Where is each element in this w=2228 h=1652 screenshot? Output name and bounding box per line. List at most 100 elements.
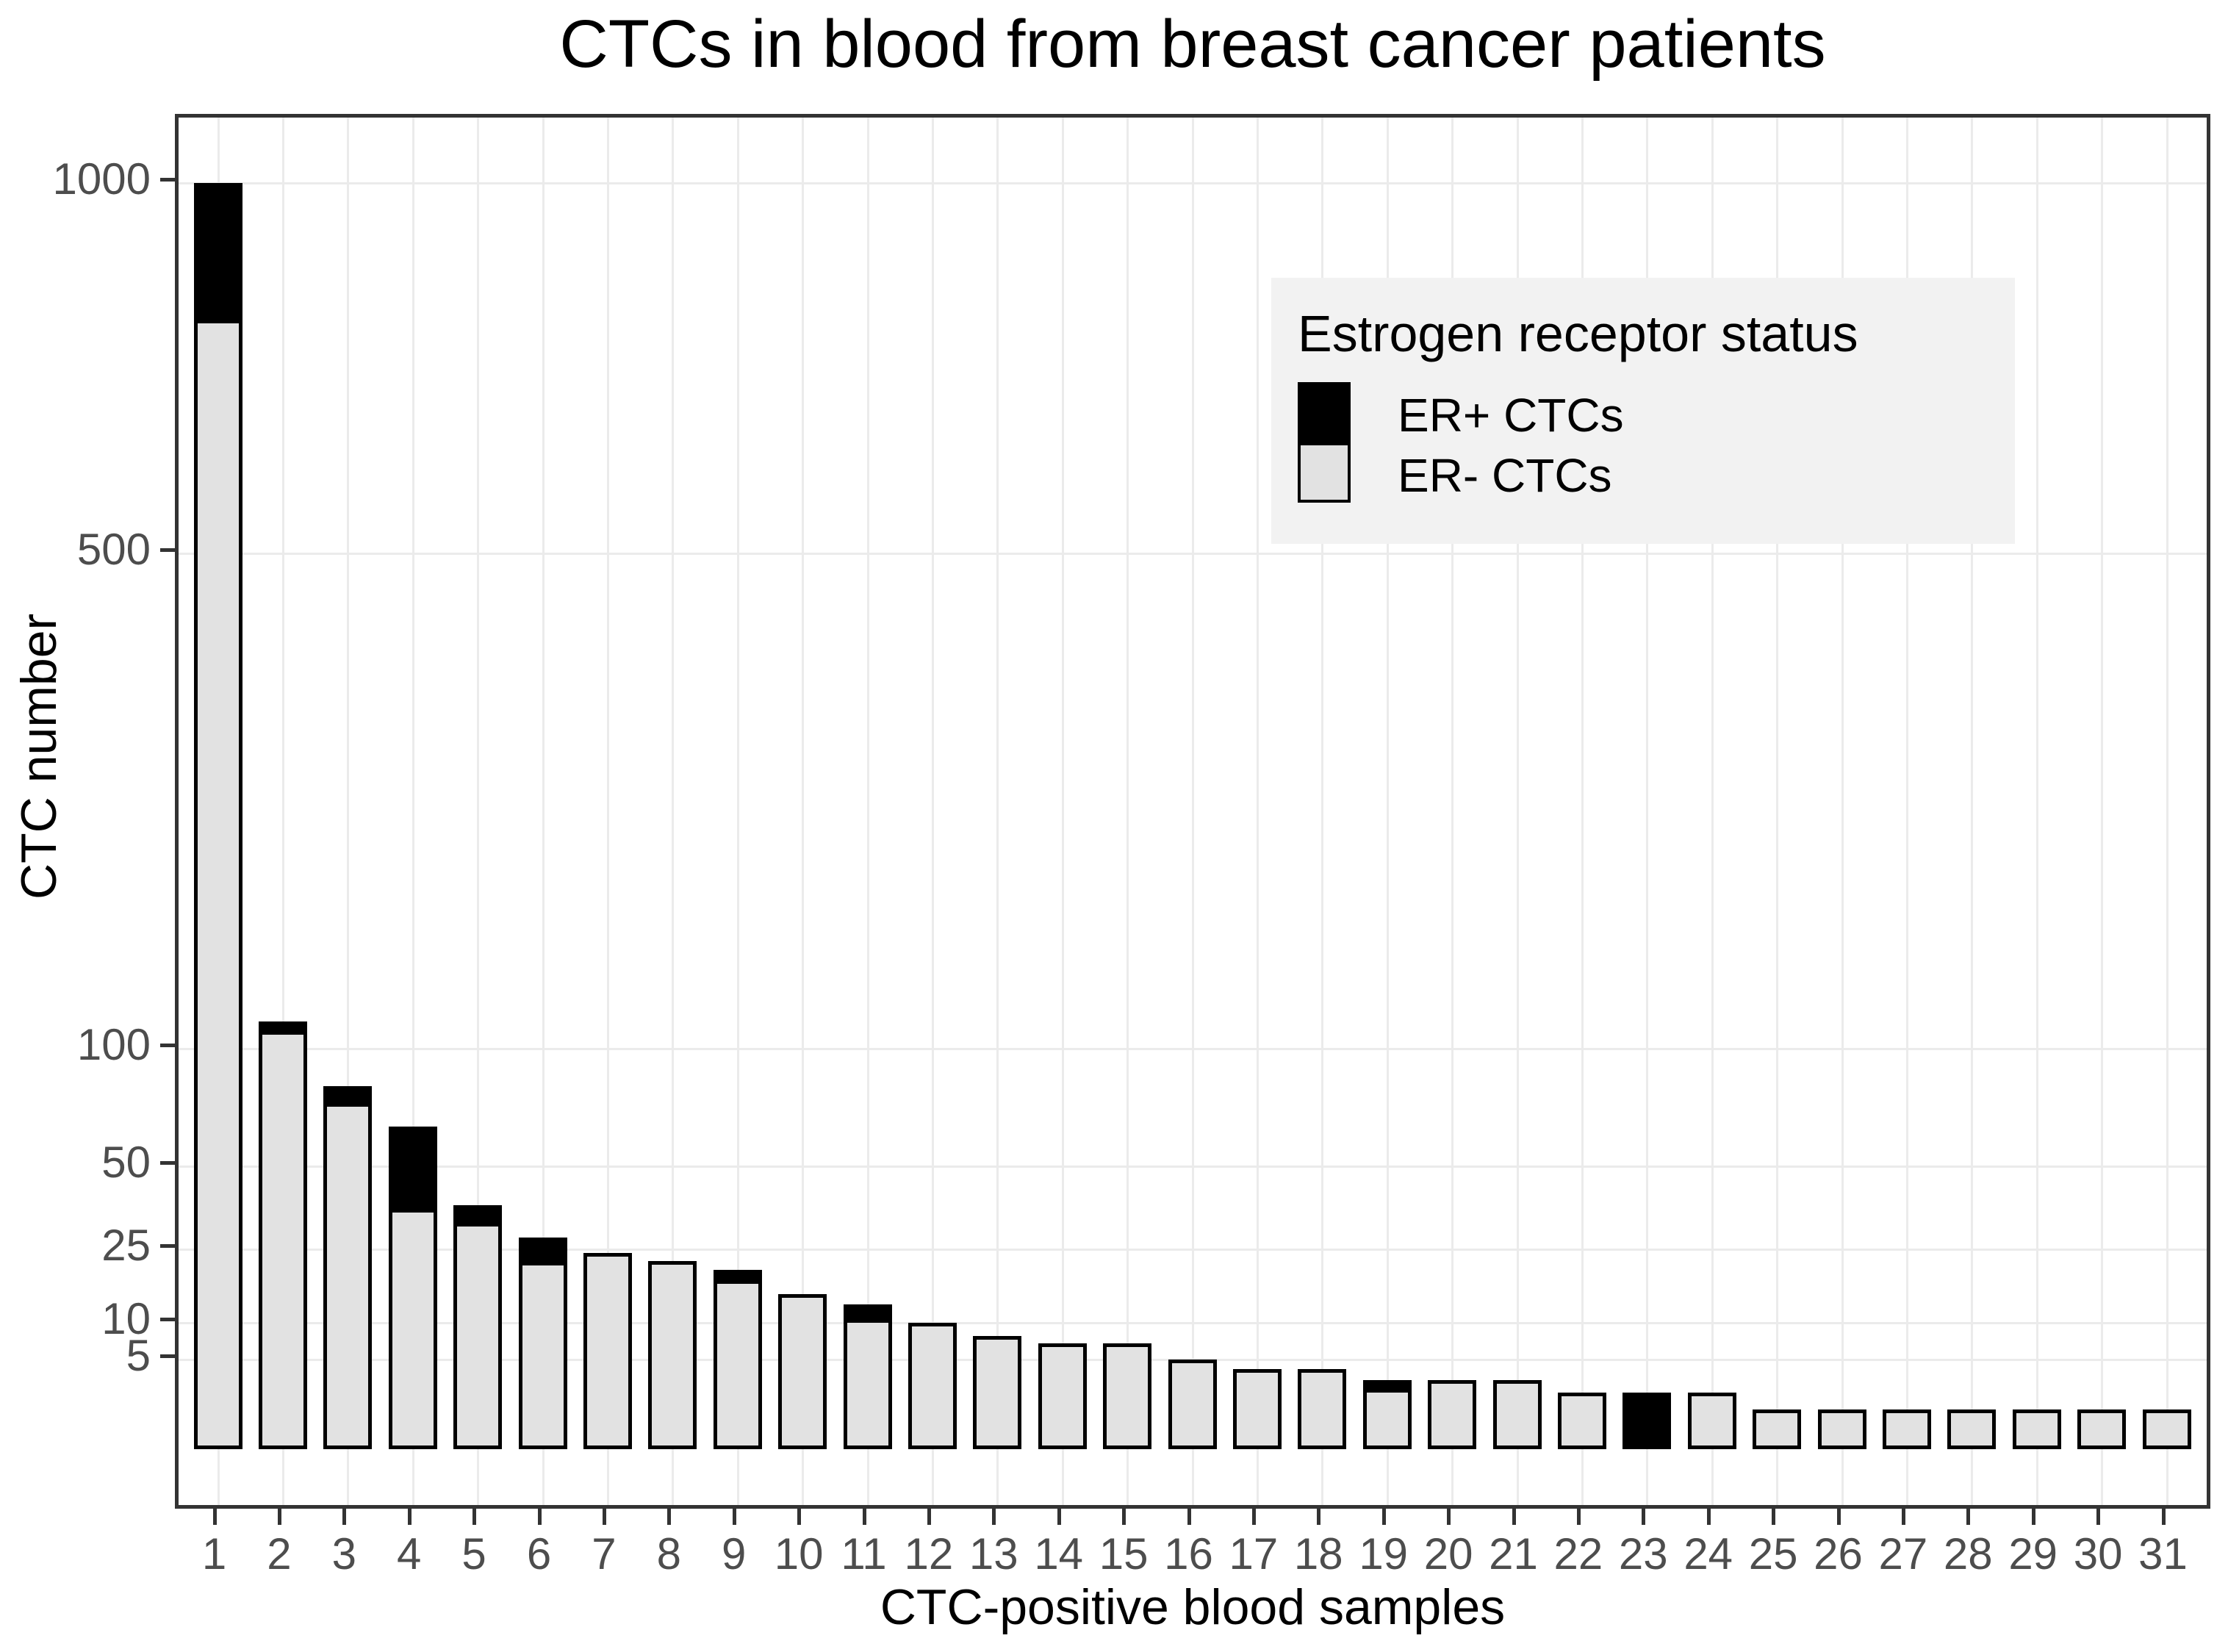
gridline-vertical	[866, 118, 869, 1505]
x-tick-mark	[407, 1509, 412, 1525]
bar-sample-7	[583, 1253, 632, 1449]
bar-sample-5	[453, 1205, 503, 1449]
x-tick-mark	[2096, 1509, 2101, 1525]
x-tick-label: 7	[592, 1529, 617, 1579]
bar-sample-31	[2142, 1409, 2191, 1449]
x-tick-mark	[862, 1509, 866, 1525]
bar-sample-24	[1687, 1392, 1736, 1449]
x-tick-label: 14	[1034, 1529, 1084, 1579]
bar-er-positive-segment	[258, 1021, 307, 1035]
y-tick-mark	[160, 548, 175, 553]
x-tick-label: 30	[2073, 1529, 2123, 1579]
x-tick-mark	[2161, 1509, 2166, 1525]
x-tick-mark	[1836, 1509, 1841, 1525]
bar-sample-8	[648, 1261, 697, 1449]
x-tick-mark	[927, 1509, 931, 1525]
x-tick-mark	[1251, 1509, 1256, 1525]
x-tick-mark	[472, 1509, 477, 1525]
x-tick-mark	[1187, 1509, 1191, 1525]
bar-sample-4	[388, 1126, 437, 1449]
x-tick-label: 29	[2008, 1529, 2058, 1579]
bar-sample-22	[1557, 1392, 1606, 1449]
gridline-vertical	[1321, 118, 1324, 1505]
bar-er-positive-segment	[323, 1086, 373, 1107]
y-tick-label: 500	[76, 525, 151, 575]
gridline-vertical	[1711, 118, 1714, 1505]
y-tick-mark	[160, 1317, 175, 1321]
gridline-vertical	[347, 118, 350, 1505]
y-tick-label: 25	[101, 1220, 151, 1270]
y-tick-mark	[160, 1160, 175, 1165]
bar-sample-26	[1817, 1409, 1866, 1449]
bar-sample-29	[2012, 1409, 2061, 1449]
gridline-vertical	[281, 118, 284, 1505]
x-tick-mark	[992, 1509, 996, 1525]
x-tick-label: 27	[1878, 1529, 1928, 1579]
gridline-vertical	[1971, 118, 1974, 1505]
x-tick-label: 20	[1423, 1529, 1473, 1579]
legend-title: Estrogen receptor status	[1298, 305, 1858, 362]
bar-sample-3	[323, 1086, 373, 1449]
bar-sample-11	[843, 1304, 892, 1449]
x-tick-mark	[212, 1509, 217, 1525]
x-tick-label: 13	[969, 1529, 1018, 1579]
gridline-vertical	[1905, 118, 1908, 1505]
gridline-vertical	[672, 118, 675, 1505]
x-tick-label: 18	[1293, 1529, 1343, 1579]
bar-sample-13	[973, 1335, 1022, 1449]
y-tick-label: 10	[101, 1293, 151, 1343]
y-axis-title: CTC number	[11, 613, 67, 899]
x-tick-mark	[1057, 1509, 1061, 1525]
gridline-vertical	[1386, 118, 1389, 1505]
bar-er-positive-segment	[843, 1304, 892, 1323]
x-tick-mark	[1576, 1509, 1581, 1525]
bar-sample-10	[778, 1293, 827, 1449]
x-axis-title: CTC-positive blood samples	[880, 1579, 1506, 1635]
x-tick-label: 22	[1553, 1529, 1603, 1579]
bar-sample-17	[1232, 1369, 1282, 1449]
x-tick-mark	[602, 1509, 606, 1525]
bar-sample-28	[1947, 1409, 1997, 1449]
gridline-vertical	[2166, 118, 2168, 1505]
bar-sample-15	[1103, 1343, 1152, 1449]
gridline-vertical	[1126, 118, 1129, 1505]
bar-er-positive-segment	[713, 1270, 762, 1285]
gridline-vertical	[1581, 118, 1584, 1505]
bar-er-positive-segment	[453, 1205, 503, 1227]
gridline-vertical	[736, 118, 739, 1505]
x-tick-label: 10	[774, 1529, 824, 1579]
gridline-vertical	[1451, 118, 1454, 1505]
y-tick-label: 50	[101, 1137, 151, 1187]
gridline-vertical	[412, 118, 414, 1505]
bar-sample-1	[193, 182, 242, 1449]
y-tick-mark	[160, 1044, 175, 1047]
x-tick-mark	[667, 1509, 672, 1525]
gridline-vertical	[542, 118, 545, 1505]
x-tick-label: 9	[722, 1529, 747, 1579]
gridline-vertical	[931, 118, 934, 1505]
x-tick-mark	[1901, 1509, 1905, 1525]
bar-sample-25	[1753, 1409, 1802, 1449]
er-positive-swatch-icon	[1298, 382, 1351, 442]
x-tick-label: 21	[1489, 1529, 1538, 1579]
x-tick-label: 12	[904, 1529, 954, 1579]
x-tick-mark	[342, 1509, 347, 1525]
bar-sample-27	[1882, 1409, 1931, 1449]
bar-sample-23	[1623, 1392, 1672, 1449]
x-tick-mark	[797, 1509, 802, 1525]
bar-sample-14	[1038, 1343, 1087, 1449]
x-tick-mark	[2031, 1509, 2035, 1525]
y-tick-label: 100	[76, 1020, 151, 1069]
legend-label-er-negative: ER- CTCs	[1398, 449, 1612, 502]
bar-sample-16	[1168, 1360, 1217, 1449]
bar-er-positive-segment	[193, 182, 242, 324]
x-tick-label: 6	[526, 1529, 552, 1579]
gridline-vertical	[1256, 118, 1259, 1505]
x-tick-label: 31	[2138, 1529, 2188, 1579]
er-negative-swatch-icon	[1298, 442, 1351, 503]
bar-sample-12	[908, 1322, 957, 1449]
x-tick-mark	[1642, 1509, 1646, 1525]
x-tick-mark	[1317, 1509, 1321, 1525]
y-tick-label: 5	[126, 1331, 151, 1381]
x-tick-label: 26	[1814, 1529, 1863, 1579]
